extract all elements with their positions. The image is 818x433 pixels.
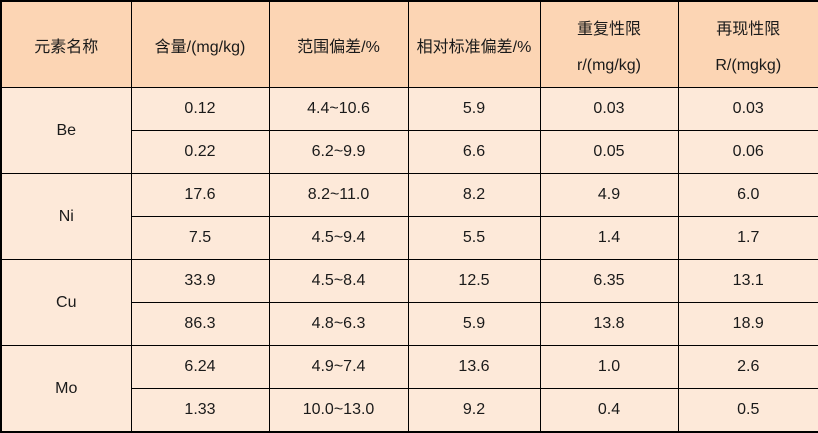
header-cell-repeatability: 重复性限 r/(mg/kg) xyxy=(539,0,679,88)
table-row: Cu 33.9 4.5~8.4 12.5 6.35 13.1 xyxy=(0,259,818,346)
data-cell: 18.9 xyxy=(677,302,818,346)
element-cell: Ni xyxy=(0,173,132,260)
data-cell: 5.9 xyxy=(407,302,541,346)
header-label: 重复性限 xyxy=(576,20,641,38)
table-row: Mo 6.24 4.9~7.4 13.6 1.0 2.6 xyxy=(0,345,818,433)
data-cell: 2.6 xyxy=(677,345,818,389)
data-cell: 0.4 xyxy=(539,388,679,433)
data-cell: 0.5 xyxy=(677,388,818,433)
data-cell: 13.6 xyxy=(407,345,541,389)
data-cell: 0.03 xyxy=(539,87,679,131)
data-cell: 33.9 xyxy=(130,259,270,303)
data-cell: 0.06 xyxy=(677,130,818,174)
data-cell: 4.8~6.3 xyxy=(268,302,409,346)
element-cell: Be xyxy=(0,87,132,174)
data-cell: 0.22 xyxy=(130,130,270,174)
header-cell-rsd: 相对标准偏差/% xyxy=(407,0,541,88)
data-cell: 6.2~9.9 xyxy=(268,130,409,174)
header-cell-content: 含量/(mg/kg) xyxy=(130,0,270,88)
data-cell: 0.05 xyxy=(539,130,679,174)
header-sublabel: r/(mg/kg) xyxy=(577,56,641,74)
data-cell: 6.0 xyxy=(677,173,818,217)
header-cell-reproducibility: 再现性限 R/(mgkg) xyxy=(677,0,818,88)
data-cell: 1.33 xyxy=(130,388,270,433)
data-cell: 6.35 xyxy=(539,259,679,303)
data-cell: 1.4 xyxy=(539,216,679,260)
element-cell: Mo xyxy=(0,345,132,433)
data-cell: 13.8 xyxy=(539,302,679,346)
data-cell: 17.6 xyxy=(130,173,270,217)
data-cell: 5.9 xyxy=(407,87,541,131)
data-cell: 7.5 xyxy=(130,216,270,260)
table-row: Be 0.12 4.4~10.6 5.9 0.03 0.03 xyxy=(0,87,818,174)
data-cell: 4.5~8.4 xyxy=(268,259,409,303)
header-label: 含量/(mg/kg) xyxy=(154,38,246,56)
header-label: 再现性限 xyxy=(716,20,781,38)
data-cell: 6.24 xyxy=(130,345,270,389)
header-cell-element: 元素名称 xyxy=(0,0,132,88)
data-cell: 1.0 xyxy=(539,345,679,389)
table-header-row: 元素名称 含量/(mg/kg) 范围偏差/% 相对标准偏差/% xyxy=(0,0,818,88)
data-cell: 0.12 xyxy=(130,87,270,131)
data-cell: 4.4~10.6 xyxy=(268,87,409,131)
header-sublabel: R/(mgkg) xyxy=(715,56,782,74)
data-cell: 4.5~9.4 xyxy=(268,216,409,260)
data-cell: 8.2~11.0 xyxy=(268,173,409,217)
data-cell: 6.6 xyxy=(407,130,541,174)
data-cell: 4.9 xyxy=(539,173,679,217)
table-row: 86.3 4.8~6.3 5.9 13.8 18.9 xyxy=(1,302,818,346)
data-cell: 13.1 xyxy=(677,259,818,303)
header-label: 相对标准偏差/% xyxy=(416,38,532,56)
data-cell: 9.2 xyxy=(407,388,541,433)
data-cell: 86.3 xyxy=(130,302,270,346)
header-label: 范围偏差/% xyxy=(297,38,380,56)
data-cell: 5.5 xyxy=(407,216,541,260)
data-cell: 10.0~13.0 xyxy=(268,388,409,433)
data-cell: 12.5 xyxy=(407,259,541,303)
header-cell-range-deviation: 范围偏差/% xyxy=(268,0,409,88)
data-cell: 1.7 xyxy=(677,216,818,260)
table-row: 0.22 6.2~9.9 6.6 0.05 0.06 xyxy=(1,130,818,174)
table-row: Ni 17.6 8.2~11.0 8.2 4.9 6.0 xyxy=(0,173,818,260)
table-row: 7.5 4.5~9.4 5.5 1.4 1.7 xyxy=(1,216,818,260)
data-cell: 4.9~7.4 xyxy=(268,345,409,389)
header-label: 元素名称 xyxy=(34,38,99,56)
element-cell: Cu xyxy=(0,259,132,346)
data-cell: 0.03 xyxy=(677,87,818,131)
data-cell: 8.2 xyxy=(407,173,541,217)
